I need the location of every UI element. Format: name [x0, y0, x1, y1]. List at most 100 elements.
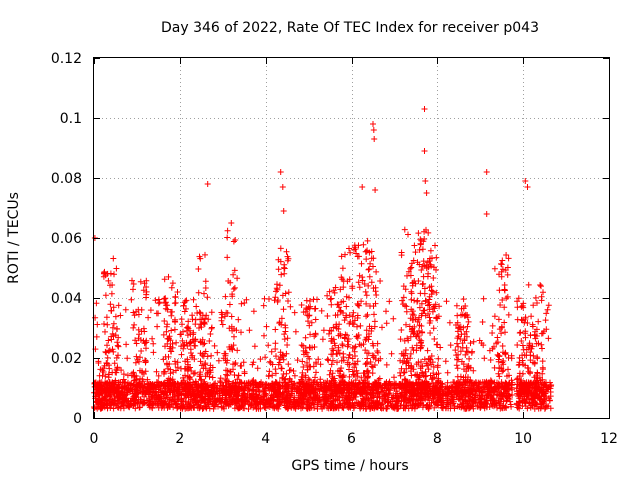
- data-point: [418, 369, 425, 376]
- data-point: [334, 301, 341, 308]
- data-point: [476, 388, 483, 395]
- data-point: [371, 323, 378, 330]
- data-point: [272, 294, 279, 301]
- data-point: [354, 373, 361, 380]
- x-tick-label: 0: [90, 431, 99, 447]
- data-point: [171, 300, 178, 307]
- data-point: [356, 284, 363, 291]
- data-point: [319, 336, 326, 343]
- data-point: [183, 297, 190, 304]
- data-point: [455, 325, 462, 332]
- data-point: [431, 264, 437, 271]
- data-point: [354, 315, 361, 321]
- data-point: [186, 404, 193, 411]
- data-point: [426, 296, 433, 303]
- data-point: [370, 127, 377, 133]
- data-point: [544, 306, 551, 313]
- data-point: [471, 387, 478, 393]
- data-point: [222, 293, 229, 300]
- data-point: [350, 371, 357, 378]
- data-point: [120, 376, 127, 383]
- x-tick-label: 10: [514, 431, 532, 447]
- data-point: [304, 359, 310, 366]
- data-point: [359, 184, 366, 190]
- data-point: [145, 314, 152, 321]
- data-point: [160, 331, 167, 338]
- y-tick-label: 0.06: [51, 231, 82, 247]
- data-point: [494, 404, 500, 411]
- data-point: [373, 292, 380, 298]
- data-point: [536, 384, 543, 391]
- data-point: [353, 391, 360, 397]
- data-point: [310, 384, 317, 391]
- x-tick-label: 2: [175, 431, 184, 447]
- data-point: [355, 279, 362, 286]
- data-point: [202, 315, 208, 322]
- data-point: [140, 325, 147, 332]
- data-point: [123, 341, 130, 348]
- data-point: [349, 285, 356, 292]
- data-point: [218, 317, 225, 324]
- data-point: [324, 313, 331, 319]
- data-point: [251, 343, 258, 350]
- data-point: [230, 286, 237, 292]
- data-point: [209, 374, 216, 381]
- data-point: [305, 397, 312, 404]
- y-tick-labels: 00.020.040.060.080.10.12: [51, 51, 82, 427]
- data-point: [527, 379, 534, 386]
- data-point: [162, 295, 169, 302]
- data-point: [379, 401, 386, 408]
- data-point: [425, 302, 431, 309]
- data-point: [150, 349, 157, 356]
- data-point: [407, 350, 414, 357]
- data-point: [101, 401, 108, 408]
- y-tick-label: 0.02: [51, 351, 82, 367]
- data-point: [427, 247, 434, 254]
- data-point: [420, 258, 427, 265]
- data-point: [487, 395, 494, 402]
- data-point: [400, 283, 407, 290]
- data-point: [130, 309, 137, 316]
- data-point: [344, 343, 351, 350]
- data-point: [491, 265, 498, 272]
- data-point: [462, 351, 469, 358]
- data-point: [193, 303, 200, 310]
- data-point: [495, 358, 502, 365]
- data-point: [338, 386, 345, 393]
- data-point: [522, 178, 529, 184]
- data-point: [435, 377, 442, 384]
- data-point: [250, 308, 257, 315]
- data-point: [208, 352, 215, 359]
- data-point: [107, 301, 114, 308]
- data-point: [363, 256, 370, 263]
- data-point: [198, 316, 205, 323]
- data-point: [517, 329, 524, 336]
- data-point: [277, 349, 284, 356]
- data-point: [260, 302, 267, 309]
- data-point: [115, 404, 122, 411]
- data-point: [349, 380, 356, 387]
- data-point: [102, 292, 109, 299]
- data-point: [291, 394, 298, 401]
- data-point: [101, 395, 108, 402]
- data-point: [174, 405, 181, 412]
- data-point: [351, 364, 358, 371]
- data-point: [411, 323, 418, 330]
- data-point: [413, 379, 420, 386]
- data-point: [114, 364, 121, 371]
- data-point: [509, 379, 516, 386]
- data-point: [459, 340, 466, 347]
- data-point: [113, 265, 120, 272]
- data-point: [265, 342, 272, 349]
- data-point: [272, 326, 279, 333]
- data-point: [539, 364, 546, 371]
- data-point: [256, 388, 263, 395]
- data-point: [224, 254, 231, 261]
- data-point: [422, 297, 429, 304]
- data-point: [110, 320, 117, 327]
- data-point: [318, 307, 325, 314]
- data-point: [160, 368, 167, 375]
- data-point: [336, 397, 343, 404]
- data-point: [215, 357, 222, 364]
